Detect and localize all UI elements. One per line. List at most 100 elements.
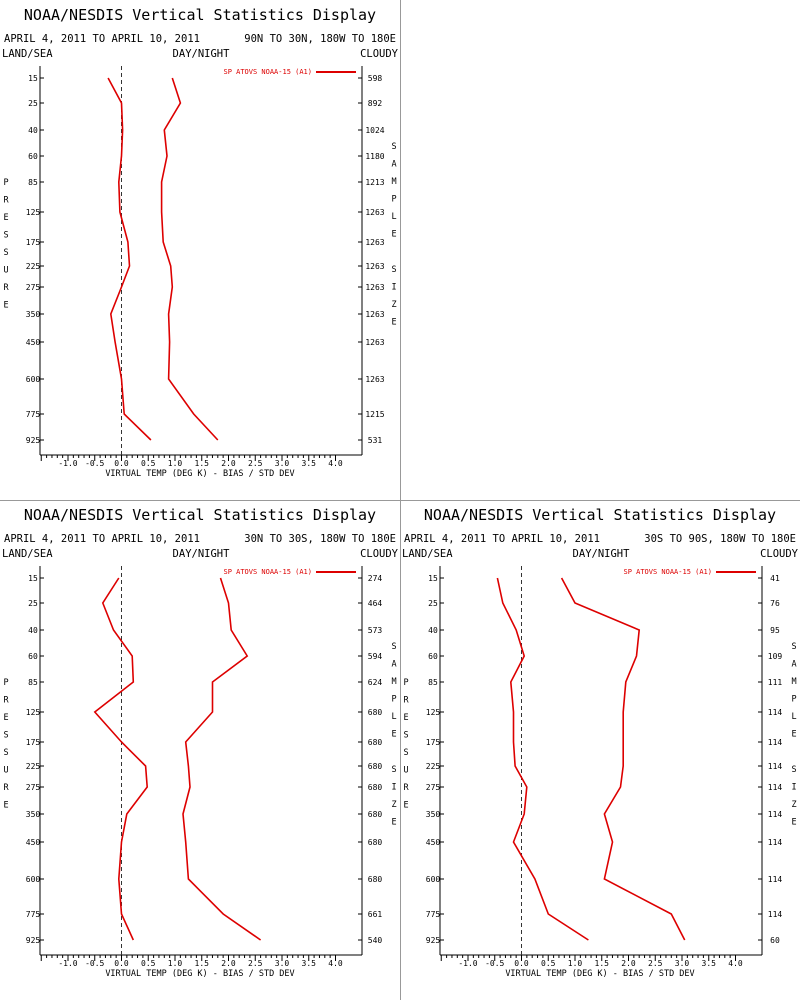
pressure-level-label: 25 bbox=[28, 599, 38, 608]
sample-size-label: 109 bbox=[768, 652, 783, 661]
pressure-level-label: 600 bbox=[26, 875, 41, 884]
y2-axis-label-letter: P bbox=[791, 695, 796, 705]
x-tick-label: 1.0 bbox=[568, 959, 583, 968]
chart-title: NOAA/NESDIS Vertical Statistics Display bbox=[424, 506, 776, 524]
y-axis-label-letter: R bbox=[403, 783, 409, 793]
x-tick-label: 2.5 bbox=[648, 959, 663, 968]
y2-axis-label-letter: E bbox=[791, 730, 796, 740]
header-day-night: DAY/NIGHT bbox=[173, 548, 231, 560]
sample-size-label: 1263 bbox=[365, 375, 384, 384]
x-tick-label: 2.0 bbox=[221, 959, 236, 968]
sample-size-label: 1024 bbox=[365, 126, 384, 135]
pressure-level-label: 225 bbox=[26, 262, 41, 271]
y2-axis-label-letter: A bbox=[391, 660, 396, 670]
x-tick-label: 3.0 bbox=[275, 959, 290, 968]
y-axis-label-letter: E bbox=[3, 301, 8, 311]
y2-axis-label-letter: M bbox=[391, 177, 396, 187]
y-axis-label-letter: U bbox=[403, 766, 408, 776]
x-tick-label: 4.0 bbox=[328, 959, 343, 968]
header-land-sea: LAND/SEA bbox=[2, 548, 53, 560]
sample-size-label: 680 bbox=[368, 810, 383, 819]
sample-size-label: 531 bbox=[368, 436, 383, 445]
y2-axis-label-letter: S bbox=[391, 642, 396, 652]
series-std_dev-line bbox=[160, 77, 219, 441]
sample-size-label: 680 bbox=[368, 738, 383, 747]
sample-size-label: 95 bbox=[770, 626, 780, 635]
sample-size-label: 1263 bbox=[365, 310, 384, 319]
pressure-level-label: 925 bbox=[26, 936, 41, 945]
sample-size-label: 114 bbox=[768, 738, 783, 747]
sample-size-label: 1215 bbox=[365, 410, 384, 419]
y-axis-label-letter: S bbox=[3, 231, 8, 241]
pressure-level-label: 125 bbox=[426, 708, 441, 717]
series-bias-line bbox=[496, 577, 589, 941]
pressure-level-label: 225 bbox=[26, 762, 41, 771]
x-axis-label: VIRTUAL TEMP (DEG K) - BIAS / STD DEV bbox=[505, 969, 694, 979]
y2-axis-label-letter: P bbox=[391, 695, 396, 705]
pressure-level-label: 60 bbox=[28, 652, 38, 661]
x-tick-label: 3.5 bbox=[702, 959, 717, 968]
y-axis-label-letter: S bbox=[403, 748, 408, 758]
y-axis-label-letter: R bbox=[3, 283, 9, 293]
sample-size-label: 1213 bbox=[365, 178, 384, 187]
pressure-level-label: 600 bbox=[426, 875, 441, 884]
sample-size-label: 680 bbox=[368, 708, 383, 717]
x-tick-label: 2.5 bbox=[248, 959, 263, 968]
pressure-level-label: 175 bbox=[26, 238, 41, 247]
date-range: APRIL 4, 2011 TO APRIL 10, 2011 bbox=[4, 33, 200, 45]
y2-axis-label-letter: E bbox=[791, 818, 796, 828]
y2-axis-label-letter: S bbox=[391, 265, 396, 275]
x-tick-label: 3.0 bbox=[675, 959, 690, 968]
sample-size-label: 111 bbox=[768, 678, 783, 687]
x-tick-label: 0.0 bbox=[514, 959, 529, 968]
y-axis-label-letter: S bbox=[3, 748, 8, 758]
pressure-level-label: 925 bbox=[26, 436, 41, 445]
x-tick-label: 4.0 bbox=[728, 959, 743, 968]
sample-size-label: 41 bbox=[770, 574, 780, 583]
x-tick-label: 3.0 bbox=[275, 459, 290, 468]
y-axis-label-letter: P bbox=[3, 678, 8, 688]
x-tick-label: -0.5 bbox=[85, 459, 104, 468]
x-axis-label: VIRTUAL TEMP (DEG K) - BIAS / STD DEV bbox=[105, 469, 294, 479]
pressure-level-label: 350 bbox=[426, 810, 441, 819]
pressure-level-label: 40 bbox=[28, 126, 38, 135]
sample-size-label: 114 bbox=[768, 910, 783, 919]
y-axis-label-letter: P bbox=[403, 678, 408, 688]
pressure-level-label: 350 bbox=[26, 810, 41, 819]
pressure-level-label: 15 bbox=[28, 74, 38, 83]
vertical-divider-top bbox=[400, 0, 401, 500]
pressure-level-label: 775 bbox=[426, 910, 441, 919]
y2-axis-label-letter: M bbox=[791, 677, 796, 687]
header-cloudy: CLOUDY bbox=[360, 48, 399, 60]
sample-size-label: 1263 bbox=[365, 338, 384, 347]
y-axis-label-letter: S bbox=[3, 731, 8, 741]
x-tick-label: 0.0 bbox=[114, 959, 129, 968]
pressure-level-label: 450 bbox=[26, 838, 41, 847]
sample-size-label: 114 bbox=[768, 708, 783, 717]
sample-size-label: 114 bbox=[768, 762, 783, 771]
chart-panel-1: NOAA/NESDIS Vertical Statistics Display A… bbox=[2, 6, 399, 479]
region-label: 30S TO 90S, 180W TO 180E bbox=[644, 533, 796, 545]
sample-size-label: 540 bbox=[368, 936, 383, 945]
x-tick-label: -1.0 bbox=[58, 959, 77, 968]
x-tick-label: 1.5 bbox=[595, 959, 610, 968]
pressure-level-label: 40 bbox=[428, 626, 438, 635]
x-tick-label: -1.0 bbox=[58, 459, 77, 468]
y-axis-label-letter: P bbox=[3, 178, 8, 188]
x-tick-label: 3.5 bbox=[302, 459, 317, 468]
x-tick-label: -1.0 bbox=[458, 959, 477, 968]
x-tick-label: 2.5 bbox=[248, 459, 263, 468]
x-tick-label: 2.0 bbox=[221, 459, 236, 468]
sample-size-label: 1180 bbox=[365, 152, 384, 161]
sample-size-label: 114 bbox=[768, 838, 783, 847]
y2-axis-label-letter: S bbox=[391, 142, 396, 152]
pressure-level-label: 175 bbox=[26, 738, 41, 747]
sample-size-label: 594 bbox=[368, 652, 383, 661]
y2-axis-label-letter: A bbox=[391, 160, 396, 170]
header-land-sea: LAND/SEA bbox=[402, 548, 453, 560]
header-cloudy: CLOUDY bbox=[360, 548, 399, 560]
pressure-level-label: 775 bbox=[26, 910, 41, 919]
pressure-level-label: 85 bbox=[428, 678, 438, 687]
sample-size-label: 114 bbox=[768, 810, 783, 819]
